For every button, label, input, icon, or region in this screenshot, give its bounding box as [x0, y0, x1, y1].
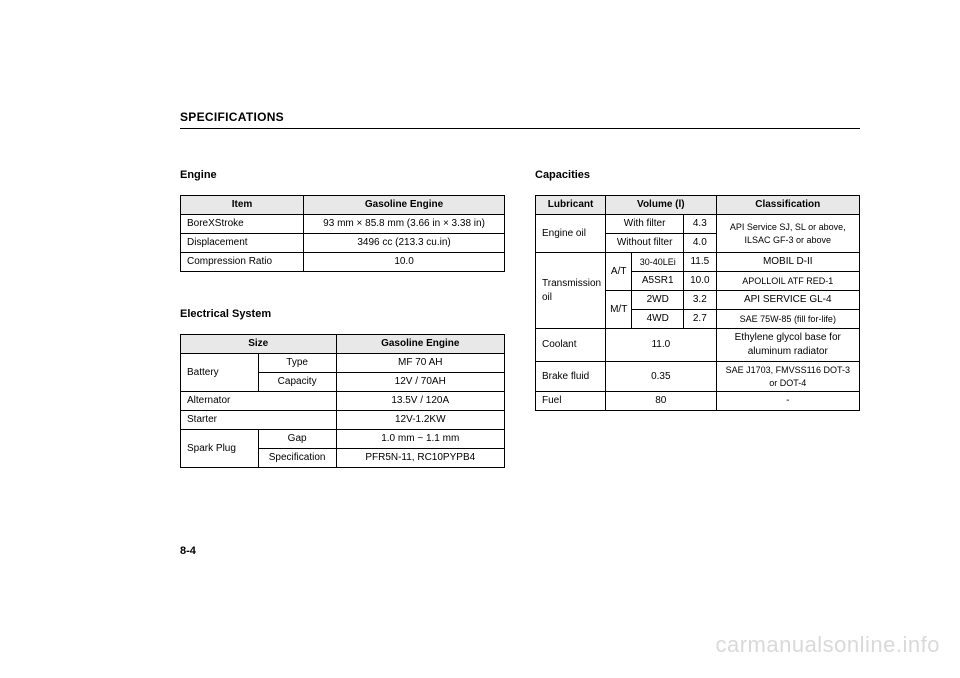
table-cell: With filter [606, 215, 684, 234]
table-cell: API SERVICE GL-4 [716, 291, 859, 310]
table-cell: SAE J1703, FMVSS116 DOT-3 or DOT-4 [716, 362, 859, 392]
table-cell: Battery [181, 354, 259, 392]
table-cell: 2.7 [684, 310, 716, 329]
page-header-title: SPECIFICATIONS [180, 110, 860, 124]
table-cell: Specification [258, 449, 336, 468]
table-cell: Engine oil [536, 215, 606, 253]
table-cell: M/T [606, 291, 632, 329]
table-cell: A/T [606, 253, 632, 291]
capacities-header-class: Classification [716, 196, 859, 215]
table-cell: 30-40LEi [632, 253, 684, 272]
table-cell: Type [258, 354, 336, 373]
table-cell: A5SR1 [632, 272, 684, 291]
table-cell: API Service SJ, SL or above, ILSAC GF-3 … [716, 215, 859, 253]
table-cell: 1.0 mm ~ 1.1 mm [336, 430, 505, 449]
table-cell: Gap [258, 430, 336, 449]
table-cell: Ethylene glycol base for aluminum radiat… [716, 329, 859, 362]
table-cell: PFR5N-11, RC10PYPB4 [336, 449, 505, 468]
engine-section-title: Engine [180, 169, 505, 181]
table-cell: 4.3 [684, 215, 716, 234]
engine-header-gas: Gasoline Engine [304, 196, 505, 215]
electrical-header-size: Size [181, 335, 337, 354]
capacities-table: Lubricant Volume (l) Classification Engi… [535, 195, 860, 411]
watermark-text: carmanualsonline.info [715, 632, 940, 658]
capacities-header-volume: Volume (l) [606, 196, 716, 215]
table-cell: Compression Ratio [181, 253, 304, 272]
table-cell: 4WD [632, 310, 684, 329]
table-cell: Spark Plug [181, 430, 259, 468]
table-cell: MF 70 AH [336, 354, 505, 373]
table-cell: Displacement [181, 234, 304, 253]
table-cell: 3496 cc (213.3 cu.in) [304, 234, 505, 253]
table-cell: Without filter [606, 234, 684, 253]
electrical-section-title: Electrical System [180, 308, 505, 320]
table-cell: 12V-1.2KW [336, 411, 505, 430]
table-cell: Starter [181, 411, 337, 430]
table-cell: 93 mm × 85.8 mm (3.66 in × 3.38 in) [304, 215, 505, 234]
electrical-table: Size Gasoline Engine Battery Type MF 70 … [180, 334, 505, 468]
table-cell: Alternator [181, 392, 337, 411]
table-cell: Capacity [258, 373, 336, 392]
table-cell: SAE 75W-85 (fill for-life) [716, 310, 859, 329]
table-cell: APOLLOIL ATF RED-1 [716, 272, 859, 291]
table-cell: 11.5 [684, 253, 716, 272]
table-cell: Transmission oil [536, 253, 606, 329]
table-cell: 13.5V / 120A [336, 392, 505, 411]
engine-table: Item Gasoline Engine BoreXStroke 93 mm ×… [180, 195, 505, 272]
table-cell: MOBIL D-II [716, 253, 859, 272]
table-cell: 4.0 [684, 234, 716, 253]
table-cell: Brake fluid [536, 362, 606, 392]
table-cell: 10.0 [684, 272, 716, 291]
table-cell: 2WD [632, 291, 684, 310]
engine-header-item: Item [181, 196, 304, 215]
header-rule [180, 128, 860, 129]
table-cell: Coolant [536, 329, 606, 362]
capacities-header-lubricant: Lubricant [536, 196, 606, 215]
table-cell: - [716, 392, 859, 411]
table-cell: 3.2 [684, 291, 716, 310]
electrical-header-gas: Gasoline Engine [336, 335, 505, 354]
table-cell: 11.0 [606, 329, 716, 362]
table-cell: 10.0 [304, 253, 505, 272]
page-number: 8-4 [180, 545, 196, 557]
table-cell: 12V / 70AH [336, 373, 505, 392]
table-cell: 80 [606, 392, 716, 411]
capacities-section-title: Capacities [535, 169, 860, 181]
table-cell: Fuel [536, 392, 606, 411]
table-cell: BoreXStroke [181, 215, 304, 234]
table-cell: 0.35 [606, 362, 716, 392]
